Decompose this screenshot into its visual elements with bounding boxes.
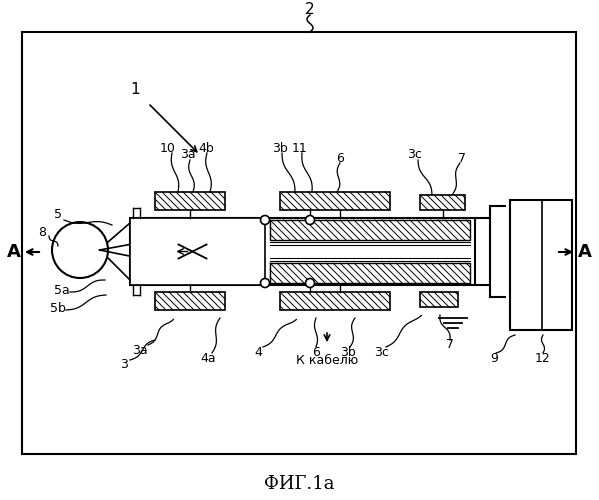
Bar [420,292,458,307]
Text: 3c: 3c [407,148,422,162]
Bar [510,200,572,330]
Bar [280,192,390,210]
Circle shape [261,216,270,224]
Text: 3a: 3a [180,148,196,162]
Text: 5a: 5a [54,284,70,296]
Bar [155,292,225,310]
Text: 11: 11 [292,142,308,154]
Circle shape [305,216,314,224]
Bar [130,218,265,285]
Bar [270,220,470,240]
Text: 7: 7 [458,152,466,164]
Bar [22,32,576,454]
Text: 4: 4 [254,346,262,358]
Bar [280,292,390,310]
Text: 6: 6 [336,152,344,164]
Text: 6: 6 [312,346,320,358]
Text: 8: 8 [38,226,46,238]
Text: 9: 9 [490,352,498,364]
Text: 3: 3 [120,358,128,372]
Text: К кабелю: К кабелю [296,354,358,366]
Bar [420,195,465,210]
Bar [155,192,225,210]
Text: ФИГ.1а: ФИГ.1а [264,475,334,493]
Text: 3c: 3c [374,346,389,358]
Bar [130,218,475,285]
Text: 5: 5 [54,208,62,222]
Text: 2: 2 [305,2,315,18]
Text: 3b: 3b [340,346,356,358]
Text: 10: 10 [160,142,176,154]
Text: 4a: 4a [200,352,216,364]
Text: 4b: 4b [198,142,214,154]
Text: 5b: 5b [50,302,66,314]
Text: A: A [7,243,21,261]
Text: 3a: 3a [132,344,148,356]
Text: 1: 1 [130,82,140,98]
Text: A: A [578,243,592,261]
Circle shape [261,278,270,287]
Text: 12: 12 [535,352,551,364]
Text: 3b: 3b [272,142,288,154]
Bar [270,263,470,283]
Text: 7: 7 [446,338,454,351]
Circle shape [305,278,314,287]
